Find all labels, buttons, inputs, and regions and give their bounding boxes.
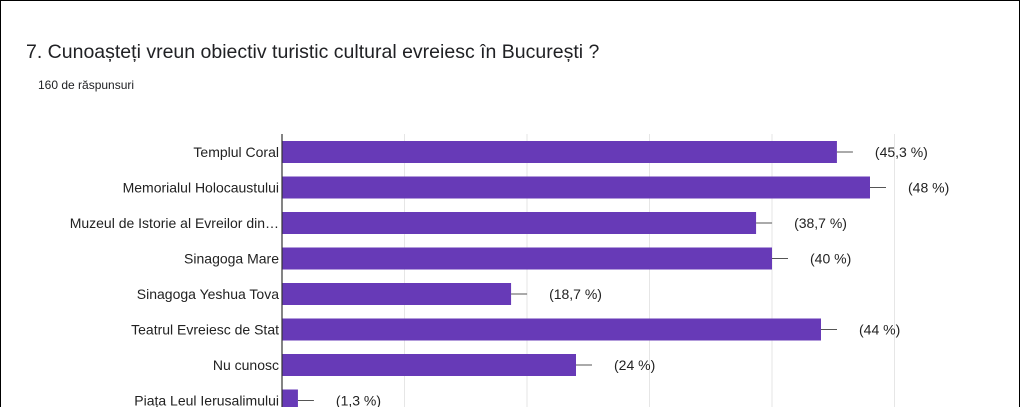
bar — [282, 354, 576, 376]
category-label: Sinagoga Mare — [184, 251, 279, 267]
category-label: Sinagoga Yeshua Tova — [137, 286, 279, 302]
bar — [282, 389, 298, 407]
bar — [282, 283, 512, 305]
bar — [282, 212, 757, 234]
data-label: (1,3 %) — [336, 393, 381, 407]
bar — [282, 176, 870, 199]
category-label: Templul Coral — [193, 144, 279, 160]
bar — [282, 141, 837, 163]
data-label: (18,7 %) — [549, 286, 602, 302]
category-label: Memorialul Holocaustului — [123, 180, 279, 196]
data-label: (24 %) — [614, 357, 655, 373]
response-count: 160 de răspunsuri — [38, 78, 135, 92]
category-label: Muzeul de Istorie al Evreilor din… — [70, 215, 279, 231]
data-label: (40 %) — [810, 251, 851, 267]
data-label: (38,7 %) — [794, 215, 847, 231]
question-title: 7. Cunoașteți vreun obiectiv turistic cu… — [26, 41, 600, 63]
data-label: (45,3 %) — [875, 144, 928, 160]
category-label: Teatrul Evreiesc de Stat — [131, 322, 279, 338]
category-label: Piața Leul Ierusalimului — [134, 393, 279, 407]
category-label: Nu cunosc — [213, 357, 279, 373]
bar — [282, 247, 772, 270]
data-label: (44 %) — [859, 322, 900, 338]
bar — [282, 318, 821, 341]
data-label: (48 %) — [908, 180, 949, 196]
